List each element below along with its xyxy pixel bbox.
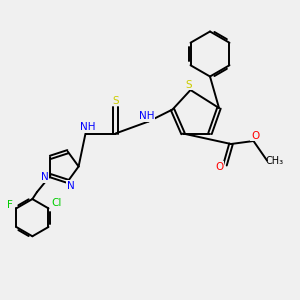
- Text: N: N: [41, 172, 49, 182]
- Text: O: O: [215, 161, 224, 172]
- Text: CH₃: CH₃: [266, 155, 284, 166]
- Text: NH: NH: [139, 111, 155, 121]
- Text: S: S: [186, 80, 192, 90]
- Text: O: O: [251, 130, 259, 141]
- Text: NH: NH: [80, 122, 96, 133]
- Text: Cl: Cl: [52, 198, 62, 208]
- Text: F: F: [7, 200, 13, 210]
- Text: N: N: [67, 181, 75, 191]
- Text: S: S: [112, 95, 119, 106]
